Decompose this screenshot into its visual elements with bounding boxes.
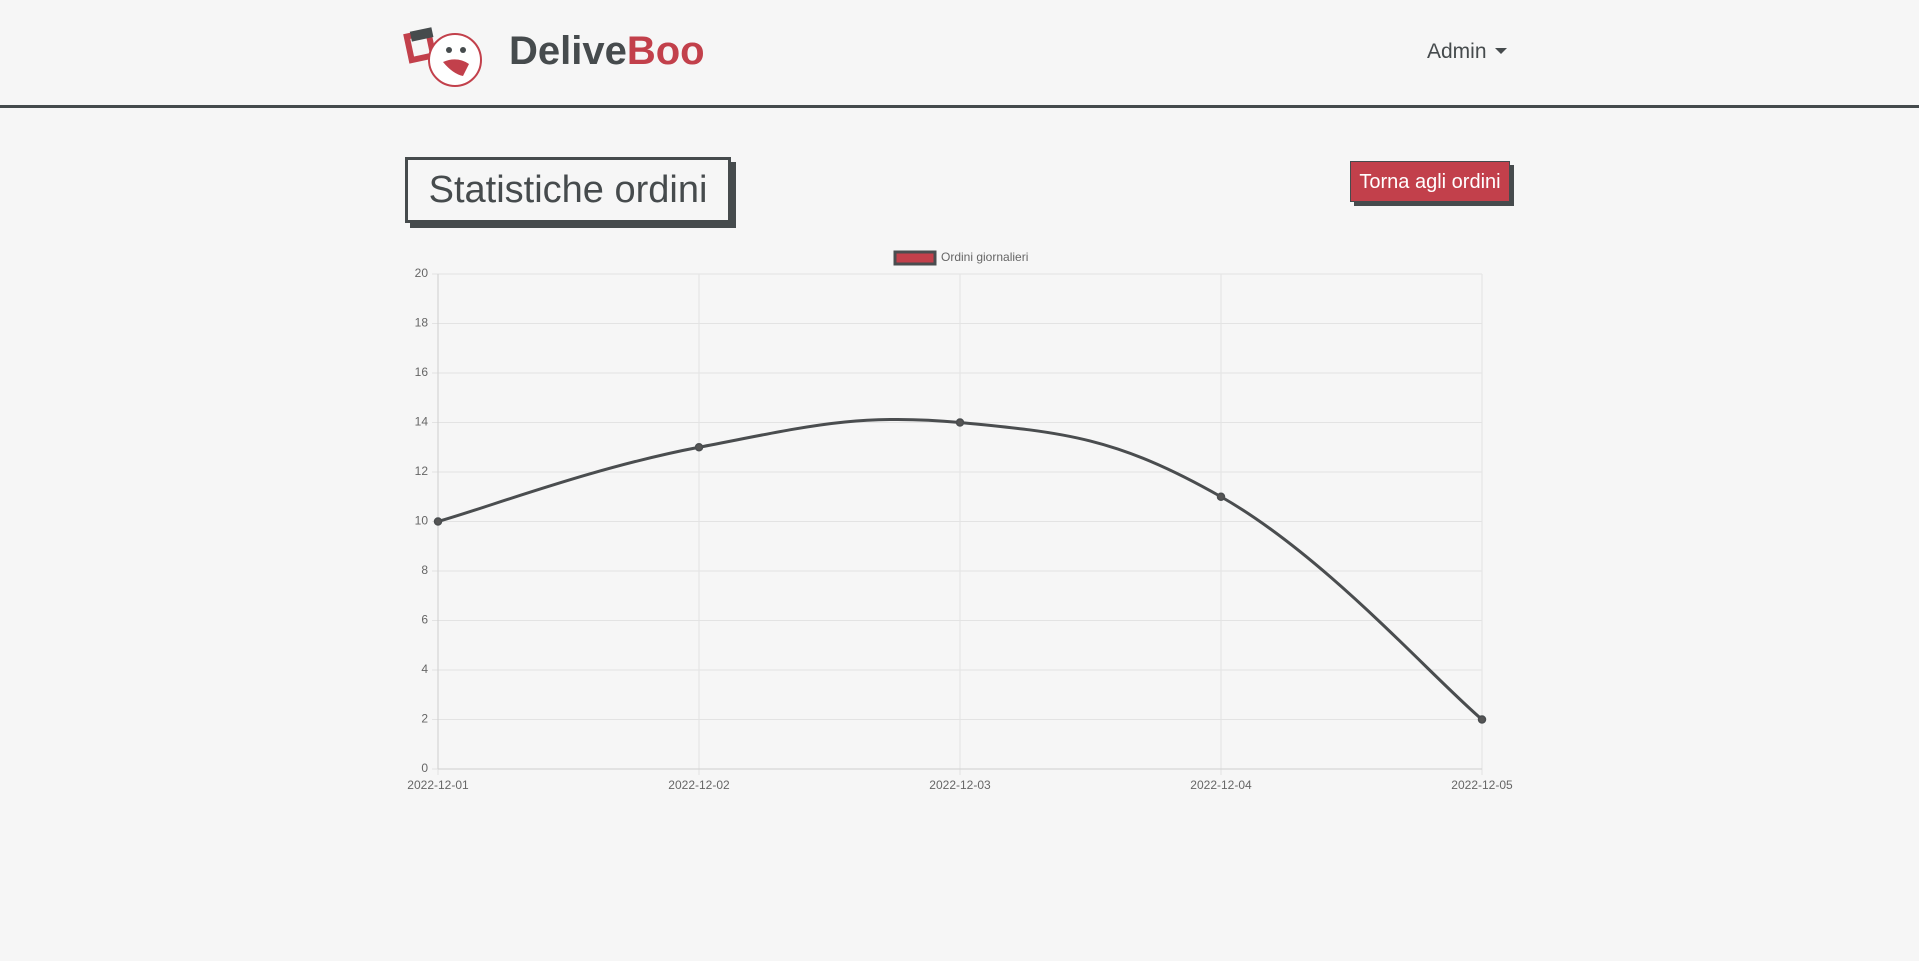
y-tick-label: 0 — [421, 761, 428, 775]
x-tick-label: 2022-12-04 — [1190, 778, 1252, 792]
point — [1216, 492, 1226, 501]
point — [433, 517, 443, 526]
legend-label: Ordini giornalieri — [941, 250, 1028, 264]
y-tick-label: 10 — [415, 514, 429, 528]
y-tick-label: 4 — [421, 662, 428, 676]
legend-swatch — [893, 250, 937, 266]
y-tick-label: 14 — [415, 415, 429, 429]
point — [694, 443, 704, 452]
page-title: Statistiche ordini — [405, 157, 731, 223]
y-tick-label: 12 — [415, 464, 429, 478]
user-menu[interactable]: Admin — [1427, 40, 1507, 64]
navbar: DeliveBoo Admin — [0, 0, 1919, 108]
x-tick-label: 2022-12-05 — [1451, 778, 1513, 792]
back-button[interactable]: Torna agli ordini — [1350, 161, 1510, 202]
logo — [403, 27, 482, 87]
brand-part: Delive — [509, 29, 627, 73]
y-tick-label: 8 — [421, 563, 428, 577]
point — [955, 418, 965, 427]
x-tick-label: 2022-12-01 — [407, 778, 469, 792]
brand[interactable]: DeliveBoo — [509, 29, 705, 74]
y-tick-label: 18 — [415, 316, 429, 330]
y-tick-label: 2 — [421, 712, 428, 726]
y-tick-label: 16 — [415, 365, 429, 379]
x-tick-label: 2022-12-03 — [929, 778, 991, 792]
point — [1477, 715, 1487, 724]
x-tick-label: 2022-12-02 — [668, 778, 730, 792]
y-tick-label: 20 — [415, 266, 429, 280]
brand-part: Boo — [626, 29, 705, 73]
y-tick-label: 6 — [421, 613, 428, 627]
